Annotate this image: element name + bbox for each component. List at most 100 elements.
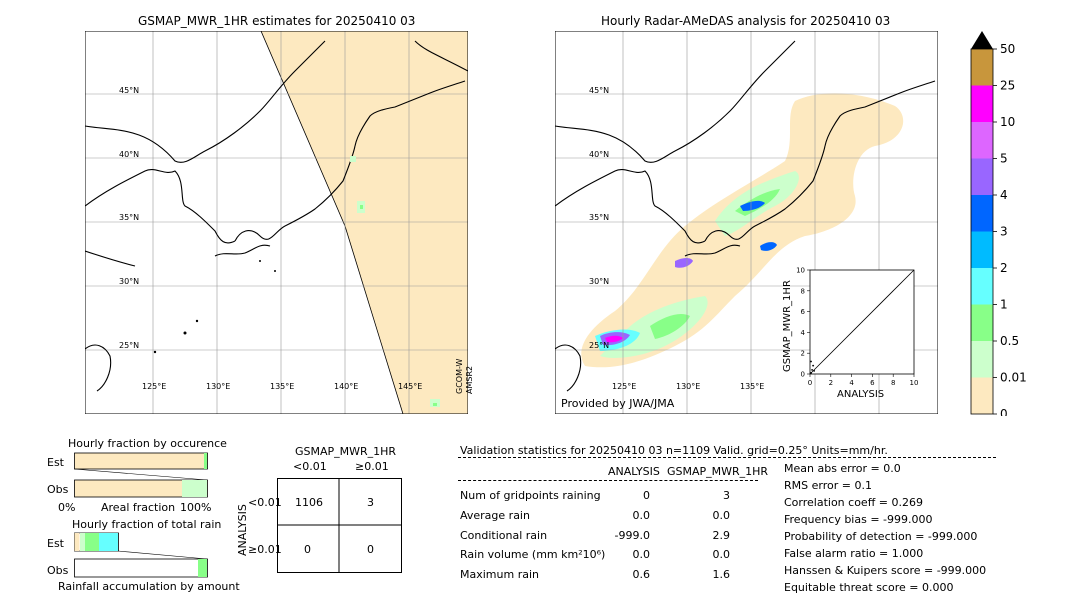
score-3: Frequency bias = -999.000 — [784, 513, 933, 526]
contingency-cell-00: 1106 — [295, 496, 323, 509]
left-lon-140: 140°E — [334, 382, 359, 391]
left-lat-30: 30°N — [119, 277, 140, 286]
left-lat-25: 25°N — [119, 341, 140, 350]
colorbar-segment — [971, 268, 993, 305]
contingency-col-2: ≥0.01 — [355, 460, 389, 473]
scatter-xtick-label: 6 — [870, 379, 875, 387]
validation-header: Validation statistics for 20250410 03 n=… — [460, 444, 888, 457]
frac-occ-bars — [74, 452, 208, 498]
right-lat-45: 45°N — [589, 86, 610, 95]
radar-coverage — [581, 93, 904, 368]
colorbar-label: 50 — [1000, 42, 1015, 56]
stat-label-0: Num of gridpoints raining — [460, 489, 601, 502]
stat-label-1: Average rain — [460, 509, 530, 522]
score-1: RMS error = 0.1 — [784, 479, 872, 492]
stat-b-4: 1.6 — [712, 568, 731, 581]
colorbar-extend-arrow — [971, 31, 993, 49]
colorbar-segment — [971, 341, 993, 378]
contingency-title: GSMAP_MWR_1HR — [295, 445, 397, 458]
score-2: Correlation coeff = 0.269 — [784, 496, 923, 509]
colorbar-label: 2 — [1000, 261, 1008, 275]
frac-occ-axis-left: 0% — [58, 501, 76, 514]
frac-tot-est-label: Est — [47, 537, 64, 550]
score-6: Hanssen & Kuipers score = -999.000 — [784, 564, 987, 577]
scatter-ytick-label: 4 — [801, 329, 806, 337]
score-4: Probability of detection = -999.000 — [784, 530, 978, 543]
scatter-ytick-label: 6 — [801, 308, 806, 316]
scatter-plot: 00 2 2 4 4 6 6 8 8 10 10 — [796, 267, 918, 388]
left-lat-35: 35°N — [119, 213, 140, 222]
frac-tot-axis-label: Rainfall accumulation by amount — [58, 580, 240, 593]
frac-occ-obs-label: Obs — [47, 483, 69, 496]
scatter-ylabel: GSMAP_MWR_1HR — [782, 280, 793, 372]
frac-tot-obs-label: Obs — [47, 564, 69, 577]
colorbar-label: 10 — [1000, 115, 1015, 129]
colorbar-label: 0 — [1000, 407, 1008, 416]
stat-a-0: 0 — [643, 489, 650, 502]
scatter-point — [810, 360, 812, 363]
right-lat-35: 35°N — [589, 213, 610, 222]
frac-occ-axis-mid: Areal fraction — [101, 501, 176, 514]
scatter-xtick-label: 4 — [849, 379, 854, 387]
data-credit: Provided by JWA/JMA — [561, 397, 675, 410]
score-0: Mean abs error = 0.0 — [784, 462, 901, 475]
colorbar-segment — [971, 377, 993, 414]
score-5: False alarm ratio = 1.000 — [784, 547, 924, 560]
stat-b-3: 0.0 — [712, 548, 731, 561]
right-lat-25: 25°N — [589, 341, 610, 350]
right-lon-130: 130°E — [676, 382, 701, 391]
stat-label-3: Rain volume (mm km²10⁶) — [460, 548, 606, 561]
colorbar-segment — [971, 231, 993, 268]
frac-tot-bars — [74, 532, 208, 578]
contingency-col-1: <0.01 — [293, 460, 327, 473]
stat-b-2: 2.9 — [712, 529, 731, 542]
colorbar-segment — [971, 85, 993, 122]
contingency-row-2: ≥0.01 — [248, 543, 282, 556]
right-lat-40: 40°N — [589, 150, 610, 159]
scatter-xtick-label: 0 — [808, 379, 812, 387]
scatter-xlabel: ANALYSIS — [837, 389, 885, 400]
colorbar-segment — [971, 122, 993, 159]
frac-occ-title: Hourly fraction by occurence — [68, 437, 227, 450]
frac-occ-est-label: Est — [47, 456, 64, 469]
left-map — [85, 31, 468, 414]
left-lon-135: 135°E — [270, 382, 295, 391]
colorbar-segment — [971, 49, 993, 86]
swath-area — [260, 31, 468, 414]
left-lon-145: 145°E — [398, 382, 423, 391]
scatter-ytick-label: 8 — [801, 287, 805, 295]
contingency-grid — [277, 478, 402, 573]
colorbar-segment — [971, 158, 993, 195]
right-lat-30: 30°N — [589, 277, 610, 286]
left-lat-40: 40°N — [119, 150, 140, 159]
scatter-ytick-label: 2 — [801, 350, 805, 358]
colorbar-label: 4 — [1000, 188, 1008, 202]
colorbar-label: 25 — [1000, 79, 1015, 93]
colorbar: 50 25 10 5 4 3 2 1 0.5 0.01 0 — [970, 31, 1027, 416]
scatter-ytick-label: 10 — [796, 267, 805, 275]
colorbar-segment — [971, 195, 993, 232]
contingency-cell-11: 0 — [367, 543, 374, 556]
left-lon-130: 130°E — [206, 382, 231, 391]
scatter-point — [811, 368, 813, 371]
contingency-cell-10: 0 — [304, 543, 311, 556]
sensor-label-1: GCOM-W — [455, 358, 464, 394]
validation-divider — [458, 457, 996, 458]
contingency-cell-01: 3 — [367, 496, 374, 509]
colorbar-label: 3 — [1000, 225, 1008, 239]
stat-a-2: -999.0 — [614, 529, 650, 542]
right-map-title: Hourly Radar-AMeDAS analysis for 2025041… — [601, 14, 891, 28]
frac-tot-title: Hourly fraction of total rain — [72, 518, 222, 531]
colorbar-label: 5 — [1000, 152, 1008, 166]
scatter-point — [812, 364, 815, 367]
stat-label-2: Conditional rain — [460, 529, 548, 542]
left-map-title: GSMAP_MWR_1HR estimates for 20250410 03 — [138, 14, 416, 28]
right-lon-125: 125°E — [612, 382, 637, 391]
stat-a-4: 0.6 — [632, 568, 651, 581]
left-lon-125: 125°E — [142, 382, 167, 391]
contingency-row-1: <0.01 — [248, 496, 282, 509]
colorbar-label: 0.5 — [1000, 334, 1019, 348]
scatter-point — [810, 372, 812, 374]
validation-col-analysis: ANALYSIS — [608, 465, 660, 478]
scatter-xtick-label: 2 — [829, 379, 833, 387]
